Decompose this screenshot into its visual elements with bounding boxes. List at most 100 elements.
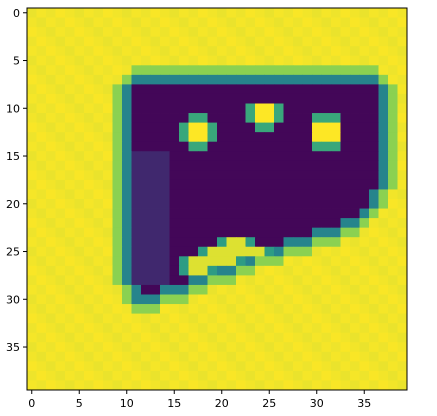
- heatmap-cell: [198, 237, 208, 248]
- heatmap-cell: [122, 46, 132, 57]
- heatmap-cell: [36, 265, 47, 276]
- heatmap-cell: [150, 275, 161, 286]
- heatmap-cell: [169, 84, 180, 95]
- heatmap-cell: [84, 256, 94, 267]
- heatmap-cell: [55, 84, 66, 95]
- heatmap-cell: [217, 304, 227, 314]
- heatmap-cell: [46, 46, 56, 57]
- heatmap-cell: [388, 246, 398, 257]
- heatmap-cell: [27, 256, 37, 267]
- heatmap-cell: [264, 304, 275, 314]
- heatmap-cell: [122, 65, 132, 76]
- heatmap-cell: [302, 55, 313, 66]
- heatmap-cell: [302, 141, 313, 152]
- heatmap-cell: [359, 17, 370, 28]
- heatmap-cell: [122, 208, 132, 219]
- heatmap-cell: [103, 151, 113, 162]
- heatmap-cell: [340, 199, 351, 209]
- heatmap-cell: [188, 218, 199, 229]
- heatmap-cell: [388, 313, 398, 324]
- heatmap-cell: [217, 36, 227, 47]
- heatmap-cell: [112, 27, 123, 38]
- heatmap-cell: [369, 36, 379, 47]
- heatmap-cell: [302, 361, 313, 372]
- heatmap-cell: [27, 237, 37, 248]
- heatmap-cell: [312, 284, 322, 295]
- heatmap-cell: [112, 113, 123, 123]
- y-tick-label: 30: [6, 293, 20, 306]
- heatmap-cell: [245, 170, 256, 181]
- heatmap-cell: [226, 265, 237, 276]
- heatmap-cell: [283, 275, 294, 286]
- heatmap-cell: [340, 332, 351, 343]
- heatmap-cell: [274, 246, 284, 257]
- heatmap-cell: [350, 103, 360, 114]
- heatmap-cell: [255, 294, 265, 305]
- heatmap-cell: [131, 351, 142, 362]
- heatmap-cell: [388, 361, 398, 372]
- heatmap-cell: [388, 304, 398, 314]
- heatmap-cell: [65, 132, 75, 143]
- heatmap-cell: [378, 84, 389, 95]
- heatmap-cell: [207, 55, 218, 66]
- heatmap-cell: [397, 370, 408, 381]
- heatmap-cell: [321, 55, 332, 66]
- heatmap-cell: [122, 237, 132, 248]
- heatmap-cell: [198, 275, 208, 286]
- heatmap-cell: [74, 74, 85, 85]
- heatmap-cell: [93, 342, 104, 353]
- heatmap-cell: [378, 199, 389, 209]
- heatmap-cell: [245, 227, 256, 238]
- heatmap-cell: [122, 199, 132, 209]
- heatmap-cell: [103, 246, 113, 257]
- heatmap-cell: [46, 332, 56, 343]
- heatmap-cell: [217, 313, 227, 324]
- heatmap-cell: [55, 323, 66, 334]
- heatmap-cell: [283, 294, 294, 305]
- heatmap-cell: [198, 332, 208, 343]
- heatmap-cell: [84, 351, 94, 362]
- heatmap-cell: [93, 189, 104, 200]
- heatmap-cell: [36, 122, 47, 133]
- heatmap-cell: [245, 160, 256, 171]
- heatmap-cell: [236, 284, 246, 295]
- heatmap-cell: [55, 246, 66, 257]
- heatmap-cell: [207, 342, 218, 353]
- heatmap-cell: [103, 74, 113, 85]
- heatmap-cell: [112, 208, 123, 219]
- heatmap-cell: [378, 151, 389, 162]
- heatmap-cell: [397, 342, 408, 353]
- heatmap-cell: [65, 17, 75, 28]
- heatmap-cell: [293, 113, 303, 123]
- heatmap-cell: [302, 65, 313, 76]
- heatmap-cell: [255, 74, 265, 85]
- heatmap-cell: [160, 294, 170, 305]
- heatmap-cell: [321, 246, 332, 257]
- heatmap-cell: [84, 227, 94, 238]
- heatmap-cell: [103, 332, 113, 343]
- heatmap-cell: [112, 17, 123, 28]
- heatmap-cell: [302, 36, 313, 47]
- heatmap-cell: [264, 27, 275, 38]
- heatmap-cell: [55, 141, 66, 152]
- heatmap-cell: [264, 256, 275, 267]
- heatmap-cell: [302, 332, 313, 343]
- heatmap-cell: [264, 380, 275, 391]
- heatmap-cell: [255, 160, 265, 171]
- heatmap-cell: [350, 17, 360, 28]
- heatmap-cell: [188, 189, 199, 200]
- heatmap-cell: [131, 323, 142, 334]
- heatmap-cell: [65, 361, 75, 372]
- heatmap-cell: [84, 122, 94, 133]
- heatmap-cell: [179, 74, 189, 85]
- heatmap-cell: [302, 380, 313, 391]
- heatmap-cell: [198, 36, 208, 47]
- heatmap-cell: [302, 170, 313, 181]
- heatmap-cell: [93, 141, 104, 152]
- heatmap-cell: [112, 218, 123, 229]
- heatmap-cell: [160, 179, 170, 190]
- heatmap-cell: [141, 275, 151, 286]
- heatmap-cell: [331, 304, 341, 314]
- heatmap-cell: [46, 74, 56, 85]
- heatmap-cell: [350, 132, 360, 143]
